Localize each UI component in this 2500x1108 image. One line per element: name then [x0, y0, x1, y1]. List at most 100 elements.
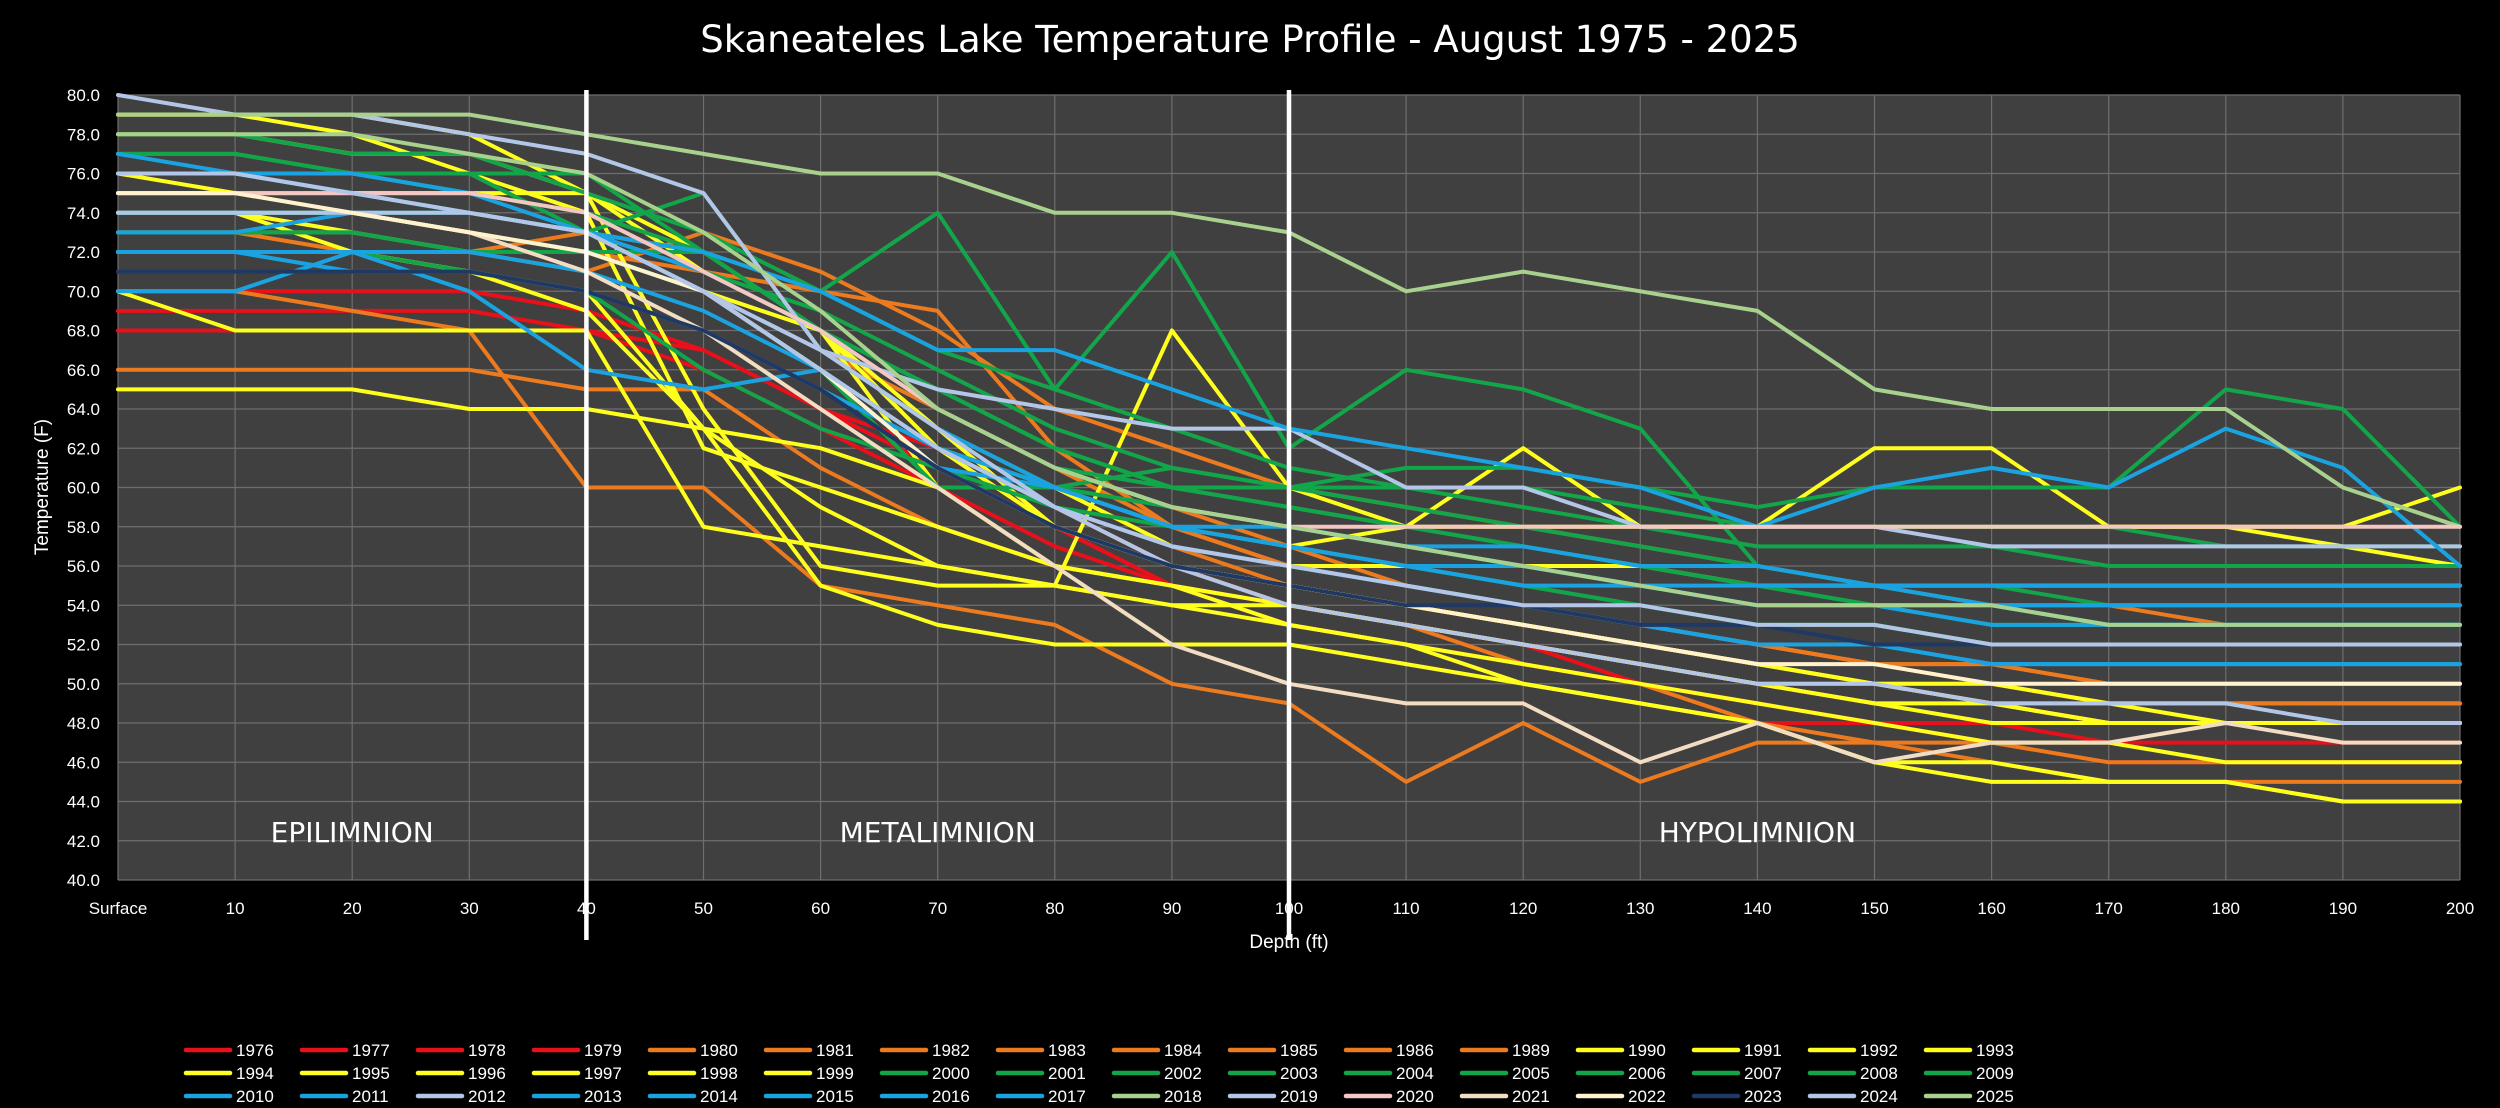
y-tick-label: 68.0 [67, 322, 100, 341]
y-tick-label: 66.0 [67, 361, 100, 380]
x-tick-label: 60 [811, 899, 830, 918]
legend-label: 2016 [932, 1087, 970, 1106]
legend-label: 2008 [1860, 1064, 1898, 1083]
x-tick-label: 80 [1045, 899, 1064, 918]
x-tick-label: 120 [1509, 899, 1537, 918]
legend-label: 1993 [1976, 1041, 2014, 1060]
legend-label: 1995 [352, 1064, 390, 1083]
legend-label: 2006 [1628, 1064, 1666, 1083]
x-tick-label: 170 [2095, 899, 2123, 918]
legend-label: 2002 [1164, 1064, 1202, 1083]
legend-label: 2013 [584, 1087, 622, 1106]
legend-label: 1977 [352, 1041, 390, 1060]
legend-label: 1986 [1396, 1041, 1434, 1060]
y-tick-label: 76.0 [67, 165, 100, 184]
x-tick-label: 160 [1977, 899, 2005, 918]
legend-label: 2007 [1744, 1064, 1782, 1083]
zone-labels: EPILIMNION METALIMNION HYPOLIMNION [271, 816, 1856, 849]
x-tick-label: 130 [1626, 899, 1654, 918]
legend-label: 2009 [1976, 1064, 2014, 1083]
y-tick-label: 74.0 [67, 204, 100, 223]
chart-title: Skaneateles Lake Temperature Profile - A… [700, 18, 1800, 61]
legend-label: 2020 [1396, 1087, 1434, 1106]
legend-label: 1985 [1280, 1041, 1318, 1060]
legend-label: 2001 [1048, 1064, 1086, 1083]
y-tick-label: 60.0 [67, 479, 100, 498]
x-tick-label: 110 [1393, 899, 1420, 918]
x-tick-label: 70 [928, 899, 947, 918]
x-tick-label: 20 [343, 899, 362, 918]
legend-label: 2025 [1976, 1087, 2014, 1106]
legend-label: 2011 [352, 1087, 389, 1106]
legend-label: 1996 [468, 1064, 506, 1083]
legend-label: 1980 [700, 1041, 738, 1060]
legend-label: 1994 [236, 1064, 274, 1083]
x-axis-title: Depth (ft) [1249, 932, 1328, 953]
legend-label: 2019 [1280, 1087, 1318, 1106]
legend-label: 1976 [236, 1041, 274, 1060]
legend-label: 2005 [1512, 1064, 1550, 1083]
y-tick-label: 78.0 [67, 125, 100, 144]
legend-label: 2017 [1048, 1087, 1086, 1106]
zone-label: EPILIMNION [271, 816, 434, 849]
y-tick-label: 40.0 [67, 871, 100, 890]
y-tick-label: 42.0 [67, 832, 100, 851]
y-tick-label: 70.0 [67, 282, 100, 301]
x-tick-label: 200 [2446, 899, 2474, 918]
legend-label: 2023 [1744, 1087, 1782, 1106]
legend-label: 2003 [1280, 1064, 1318, 1083]
legend-label: 2004 [1396, 1064, 1434, 1083]
x-tick-label: Surface [89, 899, 148, 918]
legend-label: 1990 [1628, 1041, 1666, 1060]
y-axis-title: Temperature (F) [32, 419, 53, 555]
y-tick-label: 48.0 [67, 714, 100, 733]
legend-label: 2000 [932, 1064, 970, 1083]
legend-label: 1983 [1048, 1041, 1086, 1060]
legend-label: 2018 [1164, 1087, 1202, 1106]
legend-label: 1984 [1164, 1041, 1202, 1060]
x-tick-label: 10 [226, 899, 245, 918]
legend-label: 1981 [816, 1041, 854, 1060]
y-tick-label: 58.0 [67, 518, 100, 537]
y-tick-label: 56.0 [67, 557, 100, 576]
x-tick-labels: Surface 10 20 30 40 50 60 70 80 90 100 110 120 130 140… [89, 899, 2474, 918]
y-tick-labels: 40.0 42.0 44.0 46.0 48.0 50.0 52.0 54.0 56.0 58.0… [67, 86, 100, 890]
y-tick-label: 46.0 [67, 753, 100, 772]
x-tick-label: 150 [1860, 899, 1888, 918]
y-tick-label: 72.0 [67, 243, 100, 262]
x-tick-label: 90 [1162, 899, 1181, 918]
x-tick-label: 40 [577, 899, 596, 918]
legend-label: 2010 [236, 1087, 274, 1106]
y-tick-label: 62.0 [67, 439, 100, 458]
x-tick-label: 140 [1743, 899, 1771, 918]
y-tick-label: 54.0 [67, 596, 100, 615]
legend-label: 2014 [700, 1087, 738, 1106]
y-tick-label: 80.0 [67, 86, 100, 105]
legend-label: 1999 [816, 1064, 854, 1083]
y-tick-label: 50.0 [67, 675, 100, 694]
legend-label: 1989 [1512, 1041, 1550, 1060]
x-tick-label: 180 [2212, 899, 2240, 918]
legend: 1976 1977 1978 1979 1980 1981 1982 1983 1984 1985… [183, 1041, 2014, 1106]
zone-dividers [584, 90, 1292, 940]
legend-label: 1978 [468, 1041, 506, 1060]
x-tick-label: 190 [2329, 899, 2357, 918]
legend-label: 1992 [1860, 1041, 1898, 1060]
x-tick-label: 100 [1275, 899, 1303, 918]
legend-label: 2012 [468, 1087, 506, 1106]
y-tick-label: 52.0 [67, 636, 100, 655]
zone-label: HYPOLIMNION [1659, 816, 1856, 849]
x-tick-label: 30 [460, 899, 479, 918]
y-tick-label: 44.0 [67, 793, 100, 812]
legend-label: 1979 [584, 1041, 622, 1060]
legend-label: 2021 [1512, 1087, 1550, 1106]
legend-label: 1982 [932, 1041, 970, 1060]
y-tick-label: 64.0 [67, 400, 100, 419]
x-tick-label: 50 [694, 899, 713, 918]
legend-label: 1997 [584, 1064, 622, 1083]
legend-label: 1998 [700, 1064, 738, 1083]
legend-label: 2024 [1860, 1087, 1898, 1106]
legend-label: 1991 [1744, 1041, 1782, 1060]
zone-label: METALIMNION [840, 816, 1036, 849]
